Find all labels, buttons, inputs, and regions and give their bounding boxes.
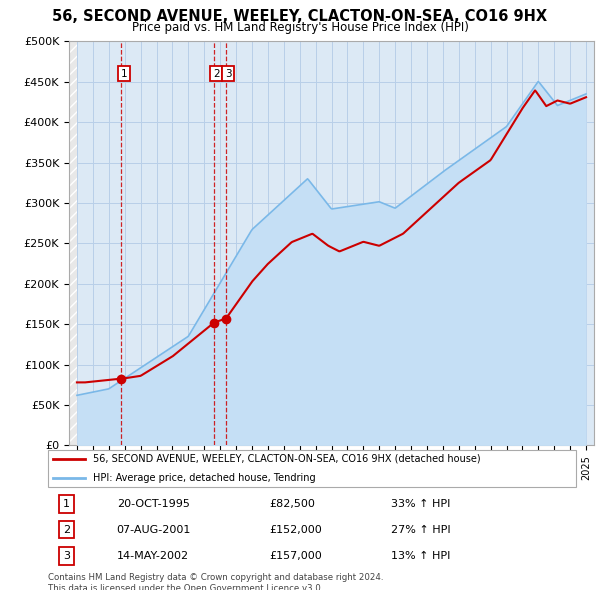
- Text: 3: 3: [63, 551, 70, 561]
- Text: 2: 2: [213, 68, 220, 78]
- Text: 20-OCT-1995: 20-OCT-1995: [116, 499, 190, 509]
- Text: Contains HM Land Registry data © Crown copyright and database right 2024.
This d: Contains HM Land Registry data © Crown c…: [48, 573, 383, 590]
- FancyBboxPatch shape: [48, 450, 576, 487]
- Text: Price paid vs. HM Land Registry's House Price Index (HPI): Price paid vs. HM Land Registry's House …: [131, 21, 469, 34]
- Text: 1: 1: [121, 68, 127, 78]
- Text: 33% ↑ HPI: 33% ↑ HPI: [391, 499, 451, 509]
- Text: 27% ↑ HPI: 27% ↑ HPI: [391, 525, 451, 535]
- Text: HPI: Average price, detached house, Tendring: HPI: Average price, detached house, Tend…: [93, 473, 316, 483]
- Text: 1: 1: [63, 499, 70, 509]
- Text: 56, SECOND AVENUE, WEELEY, CLACTON-ON-SEA, CO16 9HX (detached house): 56, SECOND AVENUE, WEELEY, CLACTON-ON-SE…: [93, 454, 481, 464]
- Text: 2: 2: [63, 525, 70, 535]
- Text: 07-AUG-2001: 07-AUG-2001: [116, 525, 191, 535]
- Text: £157,000: £157,000: [270, 551, 323, 561]
- Text: 13% ↑ HPI: 13% ↑ HPI: [391, 551, 451, 561]
- Text: 14-MAY-2002: 14-MAY-2002: [116, 551, 189, 561]
- Text: 3: 3: [225, 68, 232, 78]
- Text: 56, SECOND AVENUE, WEELEY, CLACTON-ON-SEA, CO16 9HX: 56, SECOND AVENUE, WEELEY, CLACTON-ON-SE…: [52, 9, 548, 24]
- Text: £152,000: £152,000: [270, 525, 323, 535]
- Text: £82,500: £82,500: [270, 499, 316, 509]
- Bar: [69, 41, 77, 445]
